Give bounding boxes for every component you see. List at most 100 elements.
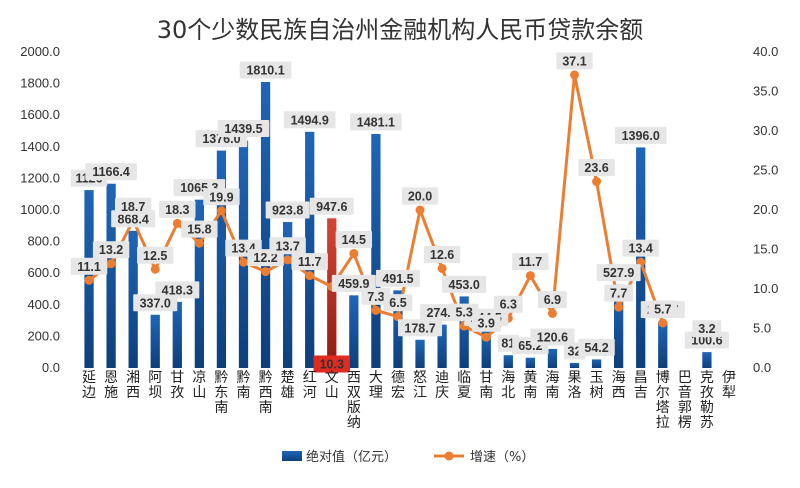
bar-value-label-bg (331, 274, 376, 292)
category-char: 黔 (214, 370, 228, 386)
right-tick-label: 0.0 (753, 360, 771, 375)
bar-黔西南 (260, 82, 271, 368)
left-tick-label: 1200.0 (20, 170, 60, 185)
category-char: 西 (347, 370, 361, 386)
category-char: 大 (369, 370, 383, 386)
category-char: 怒 (413, 370, 427, 386)
growth-value-label-bg (556, 52, 593, 70)
growth-value-label: 7.7 (610, 287, 627, 301)
category-char: 湘 (126, 370, 140, 386)
bar-value-label: 81 (501, 337, 515, 351)
growth-value-label-bg (648, 300, 678, 318)
left-tick-label: 0.0 (42, 360, 60, 375)
growth-value-label-bg (383, 294, 413, 312)
growth-marker-德宏 (393, 312, 403, 322)
growth-marker-恩施 (106, 259, 116, 269)
growth-marker-楚雄 (283, 255, 293, 265)
category-label-甘孜: 甘孜 (170, 370, 184, 401)
bar-value-label: 1439.5 (224, 122, 262, 136)
legend-line-marker (444, 451, 454, 461)
growth-value-label: 6.5 (389, 296, 406, 310)
growth-value-label-bg (291, 253, 328, 271)
legend-label-line: 增速（%） (470, 450, 534, 465)
growth-marker-大理 (371, 305, 381, 315)
category-label-黔东南: 黔东南 (214, 370, 228, 416)
category-char: 海 (545, 370, 559, 386)
category-label-玉树: 玉树 (590, 370, 604, 401)
category-label-红河: 红河 (303, 370, 317, 401)
category-axis-labels: 延边恩施湘西阿坝甘孜凉山黔东南黔南黔西南楚雄红河文山西双版纳大理德宏怒江迪庆临夏… (82, 369, 736, 431)
left-tick-label: 1600.0 (20, 107, 60, 122)
left-tick-label: 1400.0 (20, 139, 60, 154)
category-char: 南 (523, 385, 537, 401)
bar-value-label: 418.3 (162, 283, 193, 297)
bar-临夏 (459, 296, 469, 368)
category-char: 凉 (192, 370, 206, 386)
right-tick-label: 5.0 (753, 321, 771, 336)
bar-value-label: 178.7 (404, 321, 435, 335)
growth-value-label: 11.7 (519, 255, 543, 269)
category-label-伊犁: 伊犁 (722, 370, 736, 401)
category-char: 昌 (634, 370, 648, 386)
bar-湘西 (128, 230, 138, 368)
category-char: 尔 (656, 385, 670, 401)
category-label-阿坝: 阿坝 (148, 370, 162, 401)
bar-value-label-bg (85, 163, 137, 181)
category-label-黔南: 黔南 (237, 370, 251, 401)
bar-value-label-bg (155, 281, 200, 299)
growth-value-label: 12.5 (143, 249, 167, 263)
category-char: 音 (678, 384, 692, 401)
bar-value-label: 947.6 (316, 200, 347, 214)
growth-value-label: 11.7 (298, 255, 322, 269)
growth-marker-黔东南 (216, 206, 226, 216)
bar-value-label: 1166.4 (92, 165, 130, 179)
growth-marker-红河 (305, 271, 315, 281)
category-label-西双版纳: 西双版纳 (347, 370, 361, 431)
growth-value-label: 3.2 (698, 322, 715, 336)
growth-value-label: 18.3 (165, 203, 189, 217)
category-char: 西 (259, 385, 273, 401)
category-char: 楚 (281, 370, 295, 386)
category-char: 边 (82, 385, 96, 401)
category-char: 海 (501, 370, 515, 386)
category-char: 江 (413, 385, 427, 401)
category-char: 理 (369, 385, 383, 401)
growth-marker-玉树 (592, 177, 602, 187)
bar-果洛 (569, 362, 580, 368)
category-char: 西 (612, 385, 626, 401)
growth-value-label: 13.4 (629, 242, 653, 256)
bar-value-label-bg (596, 264, 641, 282)
growth-value-label-bg (423, 245, 461, 263)
left-tick-label: 1800.0 (20, 76, 60, 91)
category-char: 文 (325, 370, 339, 386)
category-char: 南 (237, 385, 251, 401)
growth-marker-黔南 (239, 257, 248, 267)
category-char: 吉 (634, 385, 648, 401)
category-char: 甘 (170, 370, 184, 386)
category-label-凉山: 凉山 (192, 370, 206, 401)
bar-海西 (613, 284, 624, 368)
category-label-甘南: 甘南 (479, 370, 493, 401)
bar-value-label: 1810.1 (246, 64, 284, 78)
bar-楚雄 (282, 222, 293, 368)
bar-文山 (327, 218, 337, 368)
right-tick-label: 35.0 (753, 84, 778, 99)
category-char: 楞 (678, 415, 692, 431)
bar-甘南 (481, 329, 491, 368)
growth-value-label-bg (361, 287, 391, 305)
category-label-湘西: 湘西 (126, 370, 140, 401)
bar-黄南 (525, 357, 536, 368)
bar-value-label: 527.9 (603, 266, 634, 280)
growth-value-label: 3.9 (478, 317, 495, 331)
growth-value-label-bg (622, 239, 659, 257)
bar-value-label: 1481.1 (357, 115, 395, 129)
category-char: 黔 (259, 370, 273, 386)
growth-value-label-bg (692, 320, 722, 338)
growth-value-label: 19.9 (209, 190, 233, 204)
category-char: 南 (259, 400, 273, 416)
growth-value-label-bg (159, 200, 196, 218)
category-char: 拉 (656, 415, 670, 431)
category-char: 宏 (391, 385, 405, 401)
bar-value-label: 868.4 (118, 212, 149, 226)
category-label-黔西南: 黔西南 (259, 370, 273, 416)
